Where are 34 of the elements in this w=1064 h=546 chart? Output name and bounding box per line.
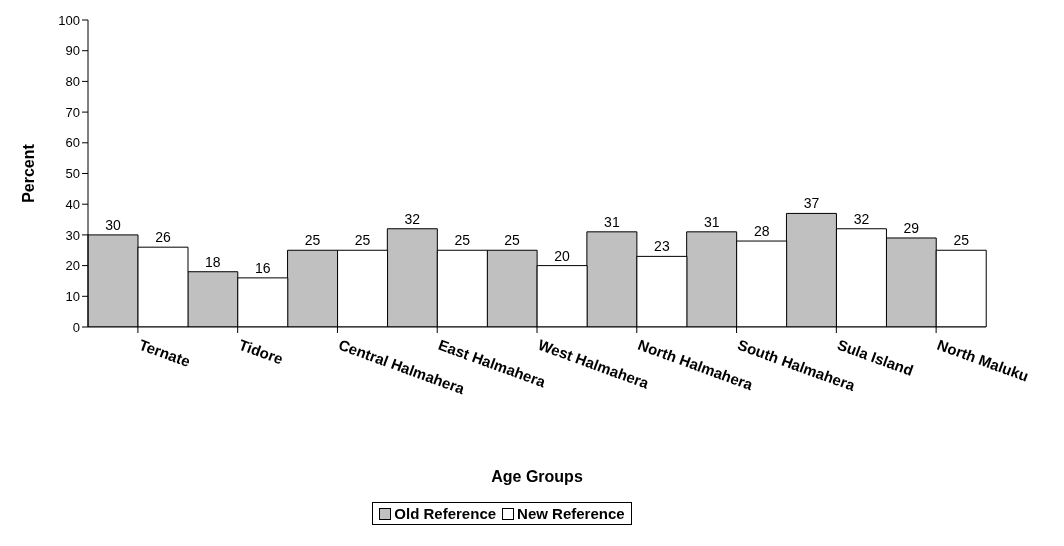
y-axis-title: Percent [19,143,37,203]
data-label: 31 [703,213,720,230]
data-label: 31 [604,213,620,230]
data-label: 37 [803,195,820,212]
y-tick-label: 70 [65,104,80,120]
data-label: 18 [204,253,221,270]
data-label: 29 [903,219,920,236]
y-tick-label: 50 [65,166,80,182]
y-tick-label: 0 [72,319,80,335]
y-tick-label: 30 [65,227,80,243]
legend-label: New Reference [516,505,625,522]
y-tick-label: 80 [65,74,80,90]
legend-label: Old Reference [393,505,497,522]
y-tick-label: 10 [65,288,80,304]
data-label: 28 [753,223,770,240]
y-tick-label: 20 [65,258,80,274]
y-tick-label: 90 [65,43,80,59]
y-tick-label: 40 [65,196,80,212]
data-label: 25 [304,232,321,249]
y-tick-label: 100 [58,12,80,28]
data-label: 32 [853,210,870,227]
data-label: 25 [354,232,371,249]
x-tick-label: Tidore [236,335,286,368]
data-label: 23 [654,238,670,255]
data-label: 26 [155,229,171,246]
data-label: 16 [254,259,271,276]
data-label: 30 [105,216,121,233]
data-label: 32 [404,210,421,227]
data-label: 25 [454,232,471,249]
data-label: 20 [554,247,571,264]
x-axis-title: Age Groups [491,468,583,485]
data-label: 25 [504,232,521,249]
data-label: 25 [953,232,970,249]
y-tick-label: 60 [65,135,80,151]
